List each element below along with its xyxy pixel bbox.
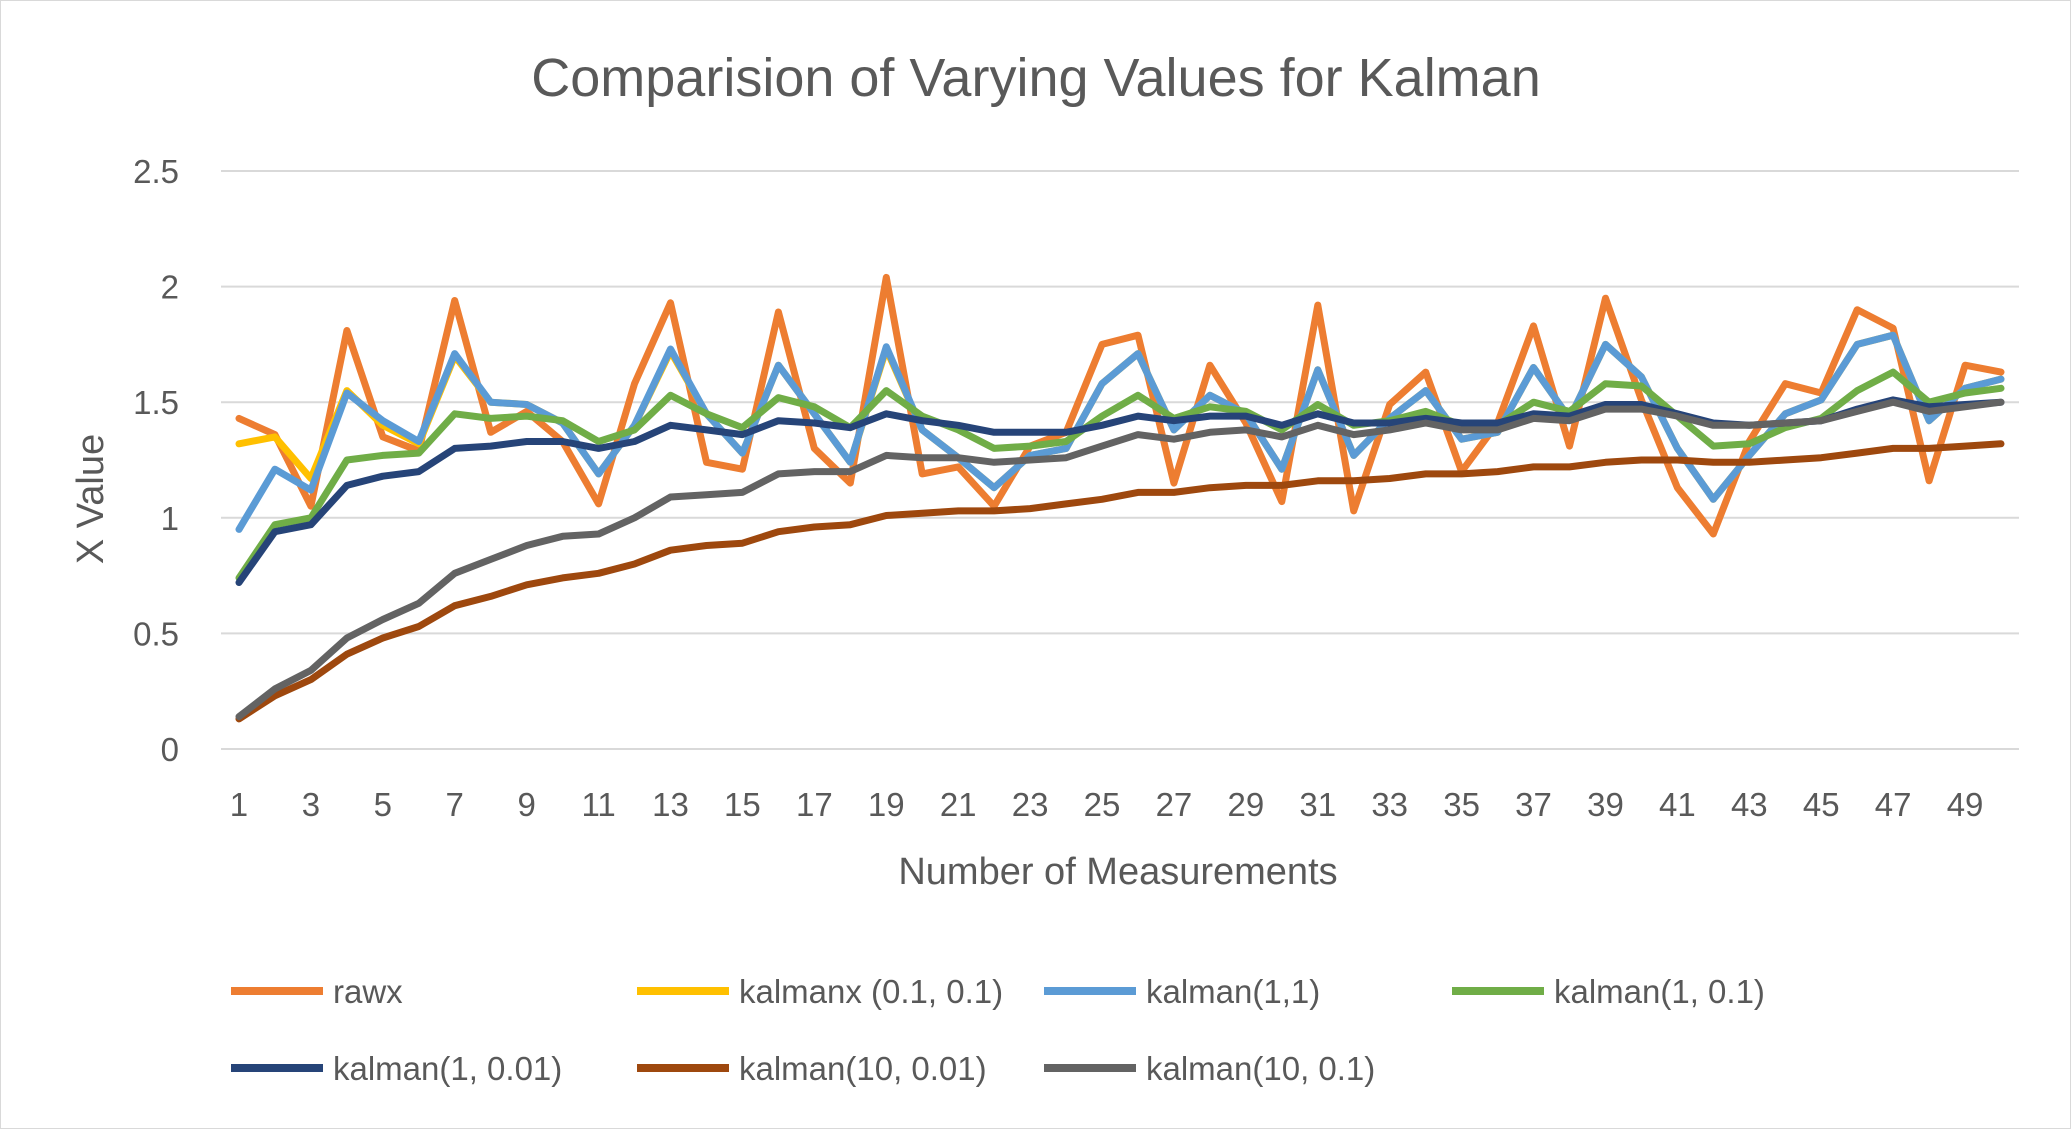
x-tick-label: 35 bbox=[1443, 786, 1480, 823]
series-line-kalman-1-1 bbox=[235, 331, 2005, 533]
x-tick-label: 7 bbox=[446, 786, 464, 823]
x-tick-label: 31 bbox=[1299, 786, 1336, 823]
x-tick-label: 23 bbox=[1012, 786, 1049, 823]
chart-title: Comparision of Varying Values for Kalman bbox=[531, 48, 1540, 108]
x-tick-label: 45 bbox=[1803, 786, 1840, 823]
legend-label: kalman(1, 0.1) bbox=[1554, 973, 1765, 1010]
x-tick-label: 33 bbox=[1371, 786, 1408, 823]
x-tick-label: 3 bbox=[302, 786, 320, 823]
x-tick-label: 27 bbox=[1156, 786, 1193, 823]
y-tick-label: 1 bbox=[161, 500, 179, 537]
legend-label: kalman(10, 0.01) bbox=[739, 1050, 987, 1087]
series-line-kalman-10-0-01 bbox=[235, 440, 2005, 723]
x-tick-label: 41 bbox=[1659, 786, 1696, 823]
series-line-kalman-1-0-1 bbox=[235, 368, 2005, 582]
x-tick-label: 5 bbox=[374, 786, 392, 823]
x-tick-label: 39 bbox=[1587, 786, 1624, 823]
x-tick-label: 13 bbox=[652, 786, 689, 823]
y-tick-label: 1.5 bbox=[133, 384, 179, 421]
x-tick-label: 25 bbox=[1084, 786, 1121, 823]
legend-label: kalman(10, 0.1) bbox=[1146, 1050, 1375, 1087]
legend: rawx kalmanx (0.1, 0.1) kalman(1,1) kalman(… bbox=[231, 973, 1765, 1087]
y-axis-title: X Value bbox=[70, 434, 112, 564]
x-tick-label: 9 bbox=[517, 786, 535, 823]
y-tick-label: 0 bbox=[161, 731, 179, 768]
x-tick-label: 29 bbox=[1228, 786, 1265, 823]
series-line-kalman-10-0-1 bbox=[235, 398, 2005, 721]
legend-label: rawx bbox=[333, 973, 403, 1010]
x-tick-label: 43 bbox=[1731, 786, 1768, 823]
x-tick-label: 49 bbox=[1947, 786, 1984, 823]
legend-label: kalmanx (0.1, 0.1) bbox=[739, 973, 1003, 1010]
y-tick-label: 2 bbox=[161, 269, 179, 306]
x-tick-label: 1 bbox=[230, 786, 248, 823]
y-tick-label: 2.5 bbox=[133, 153, 179, 190]
x-tick-label: 19 bbox=[868, 786, 905, 823]
y-tick-label: 0.5 bbox=[133, 615, 179, 652]
legend-label: kalman(1,1) bbox=[1146, 973, 1320, 1010]
x-tick-label: 37 bbox=[1515, 786, 1552, 823]
x-tick-label: 11 bbox=[581, 786, 615, 823]
x-tick-label: 15 bbox=[724, 786, 761, 823]
x-tick-label: 47 bbox=[1875, 786, 1912, 823]
x-tick-label: 21 bbox=[940, 786, 977, 823]
x-axis-ticks: 1 3 5 7 9 11 13 15 17 19 21 23 25 27 29 31 33 35 37 39 41 43 4… bbox=[230, 786, 1984, 823]
x-tick-label: 17 bbox=[796, 786, 833, 823]
y-axis-ticks: 0 0.5 1 1.5 2 2.5 bbox=[133, 153, 179, 768]
x-axis-title: Number of Measurements bbox=[898, 851, 1337, 893]
legend-label: kalman(1, 0.01) bbox=[333, 1050, 562, 1087]
series-lines bbox=[235, 273, 2005, 723]
